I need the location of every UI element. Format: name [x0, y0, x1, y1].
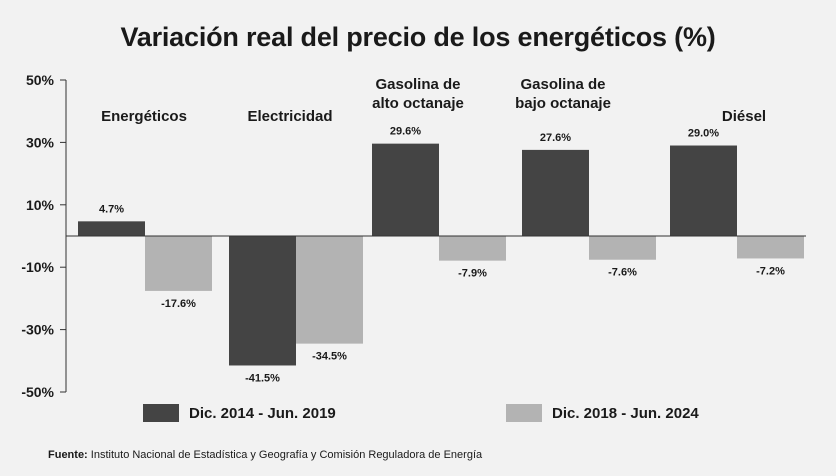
legend-label-series-1: Dic. 2014 - Jun. 2019 — [189, 404, 336, 422]
bar-chart: 50% 30% 10% -10% -30% -50% 4.7% -41.5% 29.6% 27.6… — [21, 72, 806, 400]
y-tick-label-3: -10% — [21, 259, 54, 275]
data-label-s1-c1: 4.7% — [99, 203, 124, 215]
y-tick-label-0: 50% — [26, 72, 55, 88]
category-label-3-line-2: alto octanaje — [372, 95, 464, 112]
y-tick-label-1: 30% — [26, 134, 55, 150]
data-label-s2-c5: -7.2% — [756, 265, 785, 277]
bar-s1-c3 — [372, 143, 439, 236]
bar-s2-c3 — [439, 236, 506, 261]
data-label-s1-c2: -41.5% — [245, 372, 280, 384]
category-label-2: Electricidad — [247, 108, 332, 125]
category-label-4-line-2: bajo octanaje — [515, 95, 611, 112]
data-label-s1-c4: 27.6% — [540, 132, 571, 144]
category-label-4-line-1: Gasolina de — [520, 76, 605, 93]
data-label-s1-c3: 29.6% — [390, 126, 421, 138]
bar-s2-c2 — [296, 236, 363, 344]
bar-s1-c2 — [229, 236, 296, 366]
data-label-s2-c1: -17.6% — [161, 298, 196, 310]
data-label-s2-c2: -34.5% — [312, 351, 347, 363]
category-label-1: Energéticos — [101, 108, 187, 125]
bar-s2-c5 — [737, 236, 804, 259]
bar-s2-c4 — [589, 236, 656, 260]
y-tick-label-4: -30% — [21, 322, 54, 338]
legend-item-series-1: Dic. 2014 - Jun. 2019 — [143, 404, 336, 422]
y-tick-label-2: 10% — [26, 197, 55, 213]
y-tick-label-5: -50% — [21, 384, 54, 400]
bar-s1-c1 — [78, 221, 145, 236]
data-label-s2-c4: -7.6% — [608, 267, 637, 279]
bar-s1-c4 — [522, 149, 589, 236]
bar-s2-c1 — [145, 236, 212, 291]
category-label-3-line-1: Gasolina de — [375, 76, 460, 93]
category-label-5: Diésel — [722, 108, 766, 125]
legend: Dic. 2014 - Jun. 2019 Dic. 2018 - Jun. 2… — [0, 404, 836, 430]
bar-s1-c5 — [670, 145, 737, 236]
source-note: Fuente: Instituto Nacional de Estadístic… — [48, 449, 482, 461]
legend-swatch-series-2 — [506, 404, 542, 422]
legend-swatch-series-1 — [143, 404, 179, 422]
data-label-s2-c3: -7.9% — [458, 268, 487, 280]
chart-title: Variación real del precio de los energét… — [120, 22, 716, 52]
source-prefix: Fuente: — [48, 449, 88, 461]
legend-item-series-2: Dic. 2018 - Jun. 2024 — [506, 404, 699, 422]
legend-label-series-2: Dic. 2018 - Jun. 2024 — [552, 404, 699, 422]
source-text: Instituto Nacional de Estadística y Geog… — [87, 449, 483, 461]
data-label-s1-c5: 29.0% — [688, 128, 719, 140]
